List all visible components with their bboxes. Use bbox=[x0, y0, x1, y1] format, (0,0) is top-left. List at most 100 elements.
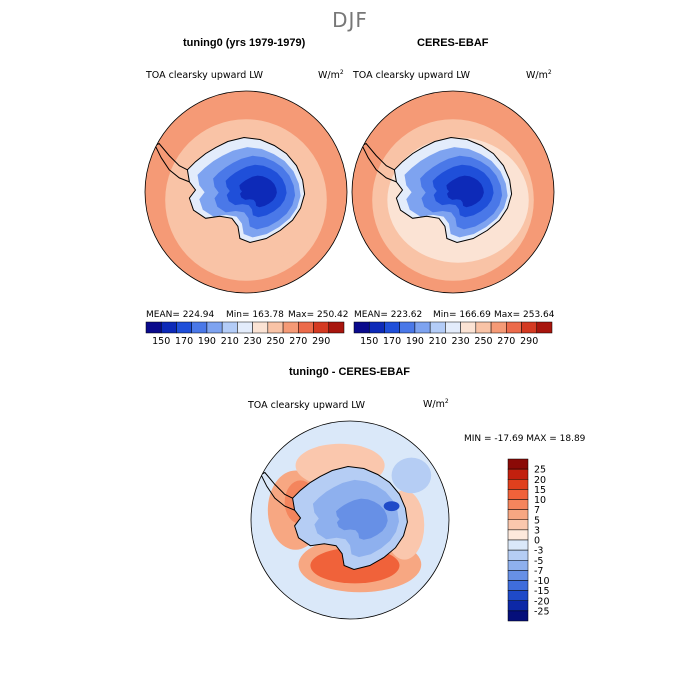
colorbar-swatch bbox=[506, 321, 522, 334]
colorbar-swatch bbox=[507, 610, 529, 622]
colorbar-tick-label: -10 bbox=[534, 576, 550, 587]
panel1-title: tuning0 (yrs 1979-1979) bbox=[183, 37, 306, 49]
colorbar-tick-label: -20 bbox=[534, 596, 550, 607]
colorbar-swatch bbox=[145, 321, 162, 334]
colorbar-swatch bbox=[328, 321, 345, 334]
colorbar-swatch bbox=[237, 321, 253, 334]
colorbar-tick-label: 190 bbox=[406, 336, 424, 347]
panel1-min: Min= 163.78 bbox=[226, 310, 284, 320]
colorbar-tick-label: 5 bbox=[534, 515, 540, 526]
colorbar-swatch bbox=[507, 489, 529, 500]
colorbar-tick-label: 270 bbox=[289, 336, 307, 347]
season-title: DJF bbox=[332, 8, 368, 32]
panel2-min: Min= 166.69 bbox=[433, 310, 491, 320]
colorbar-swatch bbox=[460, 321, 477, 334]
colorbar-tick-label: -15 bbox=[534, 586, 550, 597]
colorbar-tick-label: 150 bbox=[360, 336, 378, 347]
colorbar-swatch bbox=[429, 321, 446, 334]
colorbar-tick-label: 230 bbox=[452, 336, 470, 347]
colorbar-swatch bbox=[507, 529, 529, 541]
colorbar-swatch bbox=[507, 600, 529, 612]
colorbar-tick-label: 10 bbox=[534, 495, 546, 506]
colorbar-swatch bbox=[536, 321, 553, 334]
panel2-units: W/m2 bbox=[526, 69, 552, 82]
colorbar-tick-label: -5 bbox=[534, 556, 543, 567]
colorbar-swatch bbox=[507, 499, 529, 510]
colorbar-tick-label: -25 bbox=[534, 606, 550, 617]
colorbar-swatch bbox=[521, 321, 538, 334]
colorbar-tick-label: 270 bbox=[497, 336, 515, 347]
panel3-land-min bbox=[383, 501, 400, 512]
colorbar-swatch bbox=[507, 509, 529, 520]
panel3-coastline bbox=[292, 465, 408, 571]
panel3-map-border bbox=[250, 420, 450, 620]
colorbar-swatch bbox=[490, 321, 507, 334]
colorbar-swatch bbox=[313, 321, 330, 334]
colorbar-panel2: 150 170 190 210 230 250 270 290 bbox=[353, 321, 553, 347]
colorbar-swatch bbox=[221, 321, 238, 334]
colorbar-tick-label: 190 bbox=[198, 336, 216, 347]
colorbar-swatch bbox=[507, 519, 529, 531]
colorbar-panel1: 150 170 190 210 230 250 270 290 bbox=[145, 321, 345, 347]
panel3-units: W/m2 bbox=[423, 398, 449, 411]
colorbar-swatch bbox=[384, 321, 400, 334]
panel2-mean: MEAN= 223.62 bbox=[354, 310, 423, 320]
panel3-minmax: MIN = -17.69 MAX = 18.89 bbox=[464, 434, 586, 444]
colorbar-tick-label: 150 bbox=[152, 336, 170, 347]
panel2-map-border bbox=[351, 90, 555, 294]
colorbar-tick-label: 170 bbox=[383, 336, 401, 347]
panel2-variable: TOA clearsky upward LW bbox=[353, 70, 471, 81]
colorbar-swatch bbox=[507, 560, 529, 571]
colorbar-tick-label: 290 bbox=[312, 336, 330, 347]
colorbar-tick-label: 290 bbox=[520, 336, 538, 347]
colorbar-tick-label: 3 bbox=[534, 525, 540, 536]
colorbar-tick-label: 0 bbox=[534, 536, 540, 547]
colorbar-swatch bbox=[414, 321, 431, 334]
colorbar-swatch bbox=[282, 321, 299, 334]
colorbar-tick-label: 170 bbox=[175, 336, 193, 347]
panel3-neg-northeast bbox=[391, 457, 432, 494]
colorbar-tick-label: 15 bbox=[534, 485, 546, 496]
colorbar-swatch bbox=[507, 570, 529, 581]
panel1-variable: TOA clearsky upward LW bbox=[146, 70, 264, 81]
colorbar-tick-label: 210 bbox=[429, 336, 447, 347]
panel2-title: CERES-EBAF bbox=[417, 37, 489, 49]
colorbar-swatch bbox=[368, 321, 385, 334]
colorbar-swatch bbox=[507, 590, 529, 601]
panel1-map-border bbox=[144, 90, 348, 294]
panel1-coastline bbox=[186, 136, 306, 244]
colorbar-swatch bbox=[176, 321, 192, 334]
colorbar-tick-label: -7 bbox=[534, 566, 543, 577]
colorbar-tick-label: 210 bbox=[221, 336, 239, 347]
colorbar-swatch bbox=[507, 549, 529, 561]
colorbar-tick-label: 250 bbox=[266, 336, 284, 347]
panel3-title: tuning0 - CERES-EBAF bbox=[289, 366, 410, 378]
panel3-map bbox=[251, 421, 449, 619]
colorbar-swatch bbox=[507, 458, 529, 470]
colorbar-swatch bbox=[507, 479, 529, 490]
panel1-mean: MEAN= 224.94 bbox=[146, 310, 215, 320]
panel2-max: Max= 253.64 bbox=[494, 310, 555, 320]
colorbar-tick-label: 7 bbox=[534, 505, 540, 516]
panel3-land-neg-core bbox=[336, 498, 388, 540]
colorbar-swatch bbox=[475, 321, 492, 334]
colorbar-swatch bbox=[353, 321, 370, 334]
panel1-map bbox=[145, 91, 347, 293]
panel3-variable: TOA clearsky upward LW bbox=[248, 400, 366, 411]
colorbar-swatch bbox=[191, 321, 208, 334]
colorbar-swatch bbox=[206, 321, 223, 334]
panel1-plateau-core bbox=[239, 175, 277, 208]
colorbar-swatch bbox=[507, 468, 529, 480]
colorbar-swatch bbox=[298, 321, 314, 334]
colorbar-swatch bbox=[445, 321, 461, 334]
colorbar-tick-label: 20 bbox=[534, 475, 546, 486]
panel2-plateau-core bbox=[446, 175, 484, 208]
colorbar-swatch bbox=[160, 321, 177, 334]
panel1-units: W/m2 bbox=[318, 69, 344, 82]
panel2-map bbox=[352, 91, 554, 293]
colorbar-swatch bbox=[507, 580, 529, 591]
colorbar-tick-label: 25 bbox=[534, 465, 546, 476]
colorbar-tick-label: -3 bbox=[534, 546, 543, 557]
